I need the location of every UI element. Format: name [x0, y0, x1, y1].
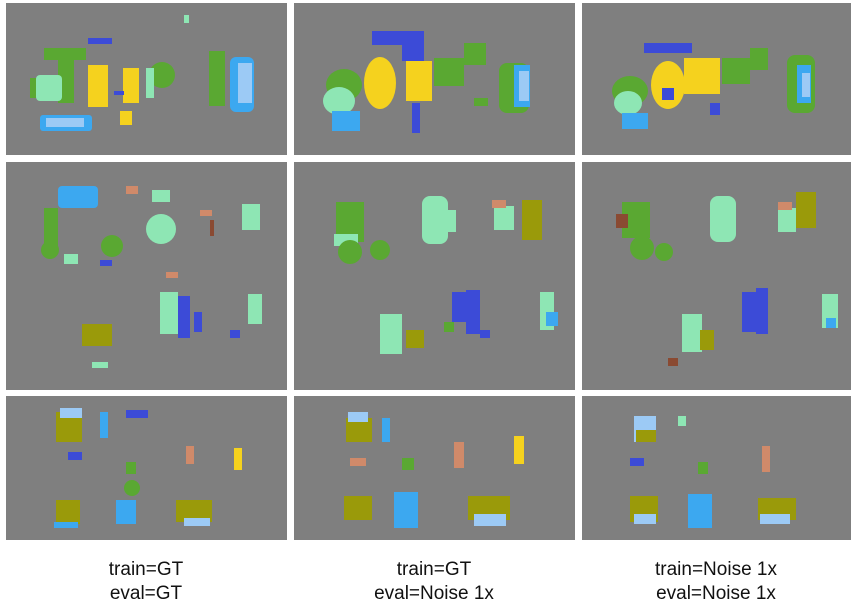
segmentation-map-r1-gt-noise — [323, 31, 530, 133]
segmentation-map-r3-noise-noise — [630, 416, 796, 528]
segmentation-map-r1-gt-gt — [30, 15, 254, 131]
segmentation-map-r2-gt-gt — [41, 186, 262, 368]
caption-eval-label: eval=Noise 1x — [374, 583, 494, 604]
panel-r2-c3 — [582, 162, 851, 390]
panel-r2-c2 — [294, 162, 575, 390]
panel-r3-c2 — [294, 396, 575, 540]
caption-column-2: train=GT eval=Noise 1x — [294, 558, 574, 606]
segmentation-map-r2-noise-noise — [616, 192, 838, 366]
caption-eval-label: eval=Noise 1x — [656, 583, 776, 604]
panel-r1-c2 — [294, 3, 575, 155]
panel-r2-c1 — [6, 162, 287, 390]
segmentation-map-r1-noise-noise — [612, 43, 815, 129]
segmentation-map-r3-gt-noise — [344, 412, 524, 528]
panel-r3-c1 — [6, 396, 287, 540]
panel-r3-c3 — [582, 396, 851, 540]
caption-train-label: train=GT — [396, 559, 472, 580]
caption-column-3: train=Noise 1x eval=Noise 1x — [576, 558, 853, 606]
panel-r1-c3 — [582, 3, 851, 155]
segmentation-map-r3-gt-gt — [54, 408, 242, 528]
caption-train-label: train=Noise 1x — [655, 559, 777, 580]
caption-train-label: train=GT — [108, 559, 184, 580]
caption-eval-label: eval=GT — [109, 583, 183, 604]
segmentation-map-r2-gt-noise — [334, 196, 558, 354]
caption-column-1: train=GT eval=GT — [6, 558, 286, 606]
panel-r1-c1 — [6, 3, 287, 155]
